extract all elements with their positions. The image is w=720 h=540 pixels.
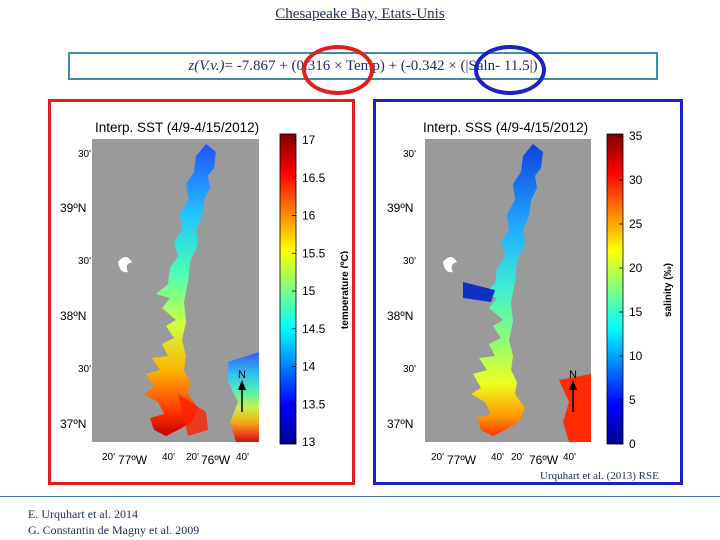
- sss-lat-label: 38ºN: [387, 309, 413, 323]
- sst-lon-label: 40': [236, 452, 249, 463]
- colorbar-tick-label: 15: [302, 284, 316, 298]
- colorbar-tick-label: 35: [629, 129, 643, 143]
- sss-north-label: N: [569, 369, 577, 381]
- sss-lat-label: 30': [403, 364, 416, 375]
- sst-lon-label: 20': [102, 452, 115, 463]
- sst-lon-label: 20': [186, 452, 199, 463]
- page-title: Chesapeake Bay, Etats-Unis: [275, 6, 445, 22]
- colorbar-tick-label: 30: [629, 173, 643, 187]
- sst-bay-mouth: [178, 394, 208, 436]
- sst-lat-label: 30': [78, 364, 91, 375]
- sst-lon-label: 77ºW: [118, 453, 148, 467]
- sst-lat-label: 37ºN: [60, 417, 86, 431]
- sss-colorbar: [606, 133, 624, 445]
- sss-lat-label: 39ºN: [387, 201, 413, 215]
- colorbar-tick-label: 16.5: [302, 171, 326, 185]
- sst-north-arrow-head: [238, 380, 246, 390]
- sst-lon-label: 40': [162, 452, 175, 463]
- sst-colorbar-label: temperature (ºC): [340, 251, 348, 329]
- sss-lon-label: 77ºW: [447, 453, 477, 467]
- colorbar-tick-label: 16: [302, 209, 316, 223]
- reference-item: E. Urquhart et al. 2014: [28, 507, 138, 521]
- colorbar-tick-label: 14: [302, 360, 316, 374]
- colorbar-tick-label: 13: [302, 435, 316, 449]
- sss-frame: [373, 99, 683, 485]
- colorbar-tick-label: 20: [629, 261, 643, 275]
- sss-lon-label: 20': [431, 452, 444, 463]
- sst-lat-label: 30': [78, 149, 91, 160]
- salinity-highlight-ellipse: [474, 45, 546, 95]
- sss-map-inset-shape: [443, 257, 457, 273]
- sss-colorbar-ticks: 35 30 25 20 15 10 5 0: [619, 129, 643, 451]
- colorbar-tick-label: 15: [629, 305, 643, 319]
- sss-lat-label: 37ºN: [387, 417, 413, 431]
- references: E. Urquhart et al. 2014 G. Constantin de…: [28, 506, 199, 538]
- sst-lat-label: 30': [78, 256, 91, 267]
- colorbar-tick-label: 5: [629, 393, 636, 407]
- sst-colorbar-ticks: 17 16.5 16 15.5 15 14.5 14 13.5 13: [292, 133, 326, 449]
- sst-ocean-water: [228, 352, 259, 442]
- colorbar-tick-label: 25: [629, 217, 643, 231]
- sss-colorbar-label: salinity (‰): [663, 263, 673, 317]
- colorbar-tick-label: 14.5: [302, 322, 326, 336]
- sss-lon-label: 40': [563, 452, 576, 463]
- sss-lon-label: 76ºW: [529, 453, 559, 467]
- sss-north-arrow-head: [569, 380, 577, 390]
- image-credit: Urquhart et al. (2013) RSE: [540, 470, 659, 482]
- colorbar-tick-label: 17: [302, 133, 316, 147]
- sst-frame: [48, 99, 355, 485]
- sss-map-panel: Interp. SSS (4/9-4/15/2012) N 30' 39ºN 3…: [383, 112, 674, 468]
- sss-bay-water: [471, 144, 543, 436]
- footer-divider: [0, 496, 720, 497]
- colorbar-tick-label: 13.5: [302, 397, 326, 411]
- temperature-highlight-ellipse: [302, 45, 374, 95]
- sst-map-inset-shape: [118, 257, 132, 273]
- sss-lon-label: 20': [511, 452, 524, 463]
- colorbar-tick-label: 0: [629, 437, 636, 451]
- sss-lon-label: 40': [491, 452, 504, 463]
- sss-lat-label: 30': [403, 149, 416, 160]
- reference-item: G. Constantin de Magny et al. 2009: [28, 523, 200, 537]
- colorbar-tick-label: 10: [629, 349, 643, 363]
- sst-lat-label: 39ºN: [60, 201, 86, 215]
- sss-map-title: Interp. SSS (4/9-4/15/2012): [423, 120, 588, 135]
- sst-bay-water: [144, 144, 216, 436]
- formula-lhs: z(V.v.): [188, 57, 225, 74]
- sst-map: Interp. SST (4/9-4/15/2012) N 30' 39ºN 3…: [60, 120, 351, 467]
- sss-lat-label: 30': [403, 256, 416, 267]
- sss-map: Interp. SSS (4/9-4/15/2012) N 30' 39ºN 3…: [387, 120, 674, 467]
- colorbar-tick-label: 15.5: [302, 246, 326, 260]
- sss-river-water: [463, 282, 495, 302]
- sst-map-panel: Interp. SST (4/9-4/15/2012) N 30' 39ºN 3…: [58, 112, 351, 468]
- sst-map-title: Interp. SST (4/9-4/15/2012): [95, 120, 259, 135]
- sst-colorbar: [279, 133, 297, 445]
- sss-ocean-water: [559, 374, 591, 442]
- sst-lon-label: 76ºW: [201, 453, 231, 467]
- sst-lat-label: 38ºN: [60, 309, 86, 323]
- sst-north-label: N: [238, 369, 246, 381]
